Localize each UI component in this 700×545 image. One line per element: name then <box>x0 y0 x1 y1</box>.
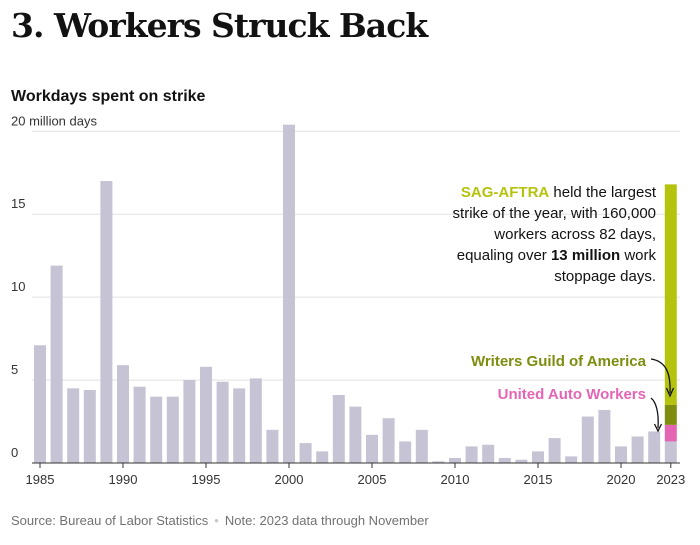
bar-2009 <box>432 461 445 463</box>
uaw-arrow <box>650 397 659 429</box>
x-tick-label: 2023 <box>656 472 685 487</box>
x-tick-label: 1995 <box>192 472 221 487</box>
bar-1999 <box>266 429 279 463</box>
uaw-arrow-head <box>653 423 663 433</box>
bar-2002 <box>316 451 329 463</box>
bar-2017 <box>565 456 578 463</box>
gridlines <box>32 130 680 381</box>
bar-2014 <box>515 459 528 463</box>
bar-1995 <box>200 366 212 463</box>
bar-2008 <box>415 429 428 463</box>
bar-2013 <box>498 458 511 463</box>
bar-1998 <box>249 378 262 463</box>
bar-1993 <box>166 396 179 463</box>
bar-2016 <box>548 438 561 463</box>
bars <box>34 124 661 464</box>
bar-1990 <box>117 365 129 463</box>
bar-2011 <box>465 446 478 463</box>
bar-2020 <box>615 446 627 463</box>
footer-separator: • <box>214 513 219 528</box>
bar-2004 <box>349 406 362 463</box>
uaw-label: United Auto Workers <box>498 386 646 403</box>
chart-subtitle: Workdays spent on strike <box>11 88 206 105</box>
bar-2010 <box>449 458 461 463</box>
wga-arrow <box>650 358 671 394</box>
bar-2023-stacked <box>664 184 677 463</box>
bar-2000 <box>283 124 295 463</box>
bar-1987 <box>67 388 80 463</box>
bar-1988 <box>83 390 96 463</box>
wga-arrow-head <box>665 387 675 398</box>
bar-1994 <box>183 380 196 463</box>
y-tick-label: 0 <box>11 445 18 460</box>
data-note: Note: 2023 data through November <box>224 513 429 528</box>
bar-2006 <box>382 418 395 463</box>
sag-annotation-line1: SAG-AFTRA held the largest <box>461 184 657 201</box>
bar-2007 <box>399 441 412 463</box>
sag-annotation-line5: stoppage days. <box>554 268 656 285</box>
x-tick-label: 2015 <box>524 472 553 487</box>
sag-annotation-line2: strike of the year, with 160,000 <box>453 205 656 222</box>
bar-2022 <box>648 431 661 463</box>
bar-1991 <box>133 386 146 463</box>
bar-1989 <box>100 181 113 464</box>
bar-2001 <box>299 443 312 463</box>
page-title: 3. Workers Struck Back <box>11 6 428 45</box>
sag-aftra-label: SAG-AFTRA <box>461 184 549 201</box>
y-tick-label: 15 <box>11 196 25 211</box>
bar-1997 <box>233 388 246 463</box>
chart-footer: Source: Bureau of Labor Statistics • Note:… <box>11 513 429 528</box>
bar-1986 <box>50 265 63 463</box>
bar-2019 <box>598 409 611 463</box>
y-tick-label: 20 million days <box>11 113 97 128</box>
sag-annotation-line3: workers across 82 days, <box>493 226 656 243</box>
x-tick-label: 1990 <box>109 472 138 487</box>
bar-2023-writers-guild-of-america <box>664 404 677 425</box>
bar-2012 <box>482 444 495 463</box>
bar-2015 <box>532 451 544 463</box>
bar-2023-sag-aftra <box>664 184 677 405</box>
bar-2018 <box>581 416 594 463</box>
x-axis-ticks: 1985 1990 1995 2000 2005 2010 2015 2020 2023 <box>26 463 685 487</box>
bar-2003 <box>332 395 345 463</box>
bar-2023-united-auto-workers <box>664 424 677 442</box>
bar-2023-other <box>664 441 677 463</box>
x-tick-label: 2020 <box>607 472 636 487</box>
x-tick-label: 1985 <box>26 472 55 487</box>
bar-1985 <box>34 345 46 463</box>
strike-bar-chart: 0 5 10 15 20 million days 1985 1990 1995 2000 20… <box>11 113 685 487</box>
x-tick-label: 2005 <box>358 472 387 487</box>
bar-1996 <box>216 381 229 463</box>
wga-label: Writers Guild of America <box>471 353 647 370</box>
bar-2005 <box>366 434 378 463</box>
x-tick-label: 2000 <box>275 472 304 487</box>
x-tick-label: 2010 <box>441 472 470 487</box>
y-tick-label: 10 <box>11 279 25 294</box>
source-note: Source: Bureau of Labor Statistics <box>11 513 209 528</box>
bar-1992 <box>150 396 163 463</box>
y-axis-ticks: 0 5 10 15 20 million days <box>11 113 97 460</box>
sag-annotation-line4: equaling over 13 million work <box>457 247 657 264</box>
y-tick-label: 5 <box>11 362 18 377</box>
bar-2021 <box>631 436 644 463</box>
